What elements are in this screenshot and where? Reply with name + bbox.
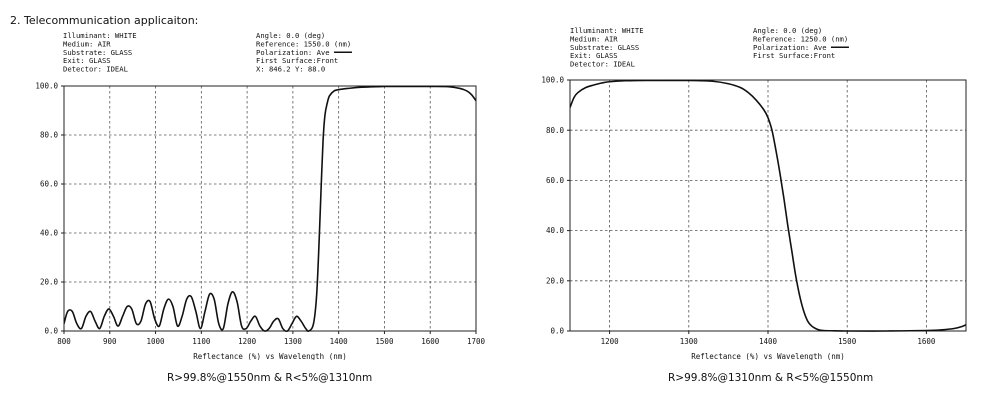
info-left-line: Illuminant: WHITE xyxy=(570,26,644,35)
info-left-line: Illuminant: WHITE xyxy=(63,31,137,40)
section-heading: 2. Telecommunication applicaiton: xyxy=(10,14,199,27)
y-tick-label: 80.0 xyxy=(40,131,59,140)
info-right-line: Reference: 1550.0 (nm) xyxy=(256,39,351,48)
info-left-line: Exit: GLASS xyxy=(63,56,111,65)
info-left-line: Medium: AIR xyxy=(63,39,111,48)
y-tick-label: 20.0 xyxy=(40,278,59,287)
info-right-line: Polarization: Ave xyxy=(256,48,330,57)
chart-panel-2: Illuminant: WHITE Medium: AIR Substrate: G… xyxy=(500,20,1000,365)
chart-caption-1: R>99.8%@1550nm & R<5%@1310nm xyxy=(167,372,373,384)
y-tick-label: 40.0 xyxy=(546,226,565,235)
x-tick-label: 1200 xyxy=(601,337,620,346)
y-tick-label: 100.0 xyxy=(541,76,564,85)
x-tick-label: 900 xyxy=(103,337,117,346)
info-right-line: First Surface:Front xyxy=(753,51,835,60)
y-tick-label: 100.0 xyxy=(35,82,58,91)
x-tick-label: 1000 xyxy=(147,337,166,346)
info-right-line: Reference: 1250.0 (nm) xyxy=(753,34,848,43)
info-left-line: Detector: IDEAL xyxy=(570,60,635,69)
x-tick-label: 800 xyxy=(57,337,71,346)
x-tick-label: 1300 xyxy=(680,337,699,346)
y-tick-label: 80.0 xyxy=(546,126,565,135)
info-right-line: Angle: 0.0 (deg) xyxy=(256,31,325,40)
x-tick-label: 1300 xyxy=(284,337,303,346)
info-left-line: Detector: IDEAL xyxy=(63,65,128,74)
info-right-line: Polarization: Ave xyxy=(753,43,827,52)
info-left-line: Substrate: GLASS xyxy=(63,48,132,57)
y-tick-label: 20.0 xyxy=(546,276,565,285)
x-tick-label: 1500 xyxy=(375,337,394,346)
reflectance-curve xyxy=(570,79,966,332)
x-tick-label: 1500 xyxy=(838,337,857,346)
x-axis-label: Reflectance (%) vs Wavelength (nm) xyxy=(193,352,347,360)
y-tick-label: 0.0 xyxy=(550,327,564,336)
reflectance-curve xyxy=(64,85,476,332)
y-tick-label: 0.0 xyxy=(44,327,58,336)
x-axis-label: Reflectance (%) vs Wavelength (nm) xyxy=(691,352,845,360)
x-tick-label: 1600 xyxy=(421,337,440,346)
info-left-line: Substrate: GLASS xyxy=(570,43,639,52)
y-tick-label: 60.0 xyxy=(546,176,565,185)
info-left-line: Exit: GLASS xyxy=(570,51,618,60)
info-left-line: Medium: AIR xyxy=(570,34,618,43)
y-tick-label: 40.0 xyxy=(40,229,59,238)
y-tick-label: 60.0 xyxy=(40,180,59,189)
x-tick-label: 1700 xyxy=(467,337,486,346)
info-right-line: First Surface:Front xyxy=(256,56,338,65)
chart-panel-1: Illuminant: WHITE Medium: AIR Substrate: G… xyxy=(0,30,500,365)
info-right-line: X: 846.2 Y: 88.0 xyxy=(256,65,325,74)
plot-frame xyxy=(63,85,477,332)
x-tick-label: 1400 xyxy=(759,337,778,346)
info-right-line: Angle: 0.0 (deg) xyxy=(753,26,822,35)
x-tick-label: 1400 xyxy=(330,337,349,346)
x-tick-label: 1600 xyxy=(917,337,936,346)
x-tick-label: 1200 xyxy=(238,337,257,346)
x-tick-label: 1100 xyxy=(192,337,211,346)
chart-caption-2: R>99.8%@1310nm & R<5%@1550nm xyxy=(668,372,874,384)
